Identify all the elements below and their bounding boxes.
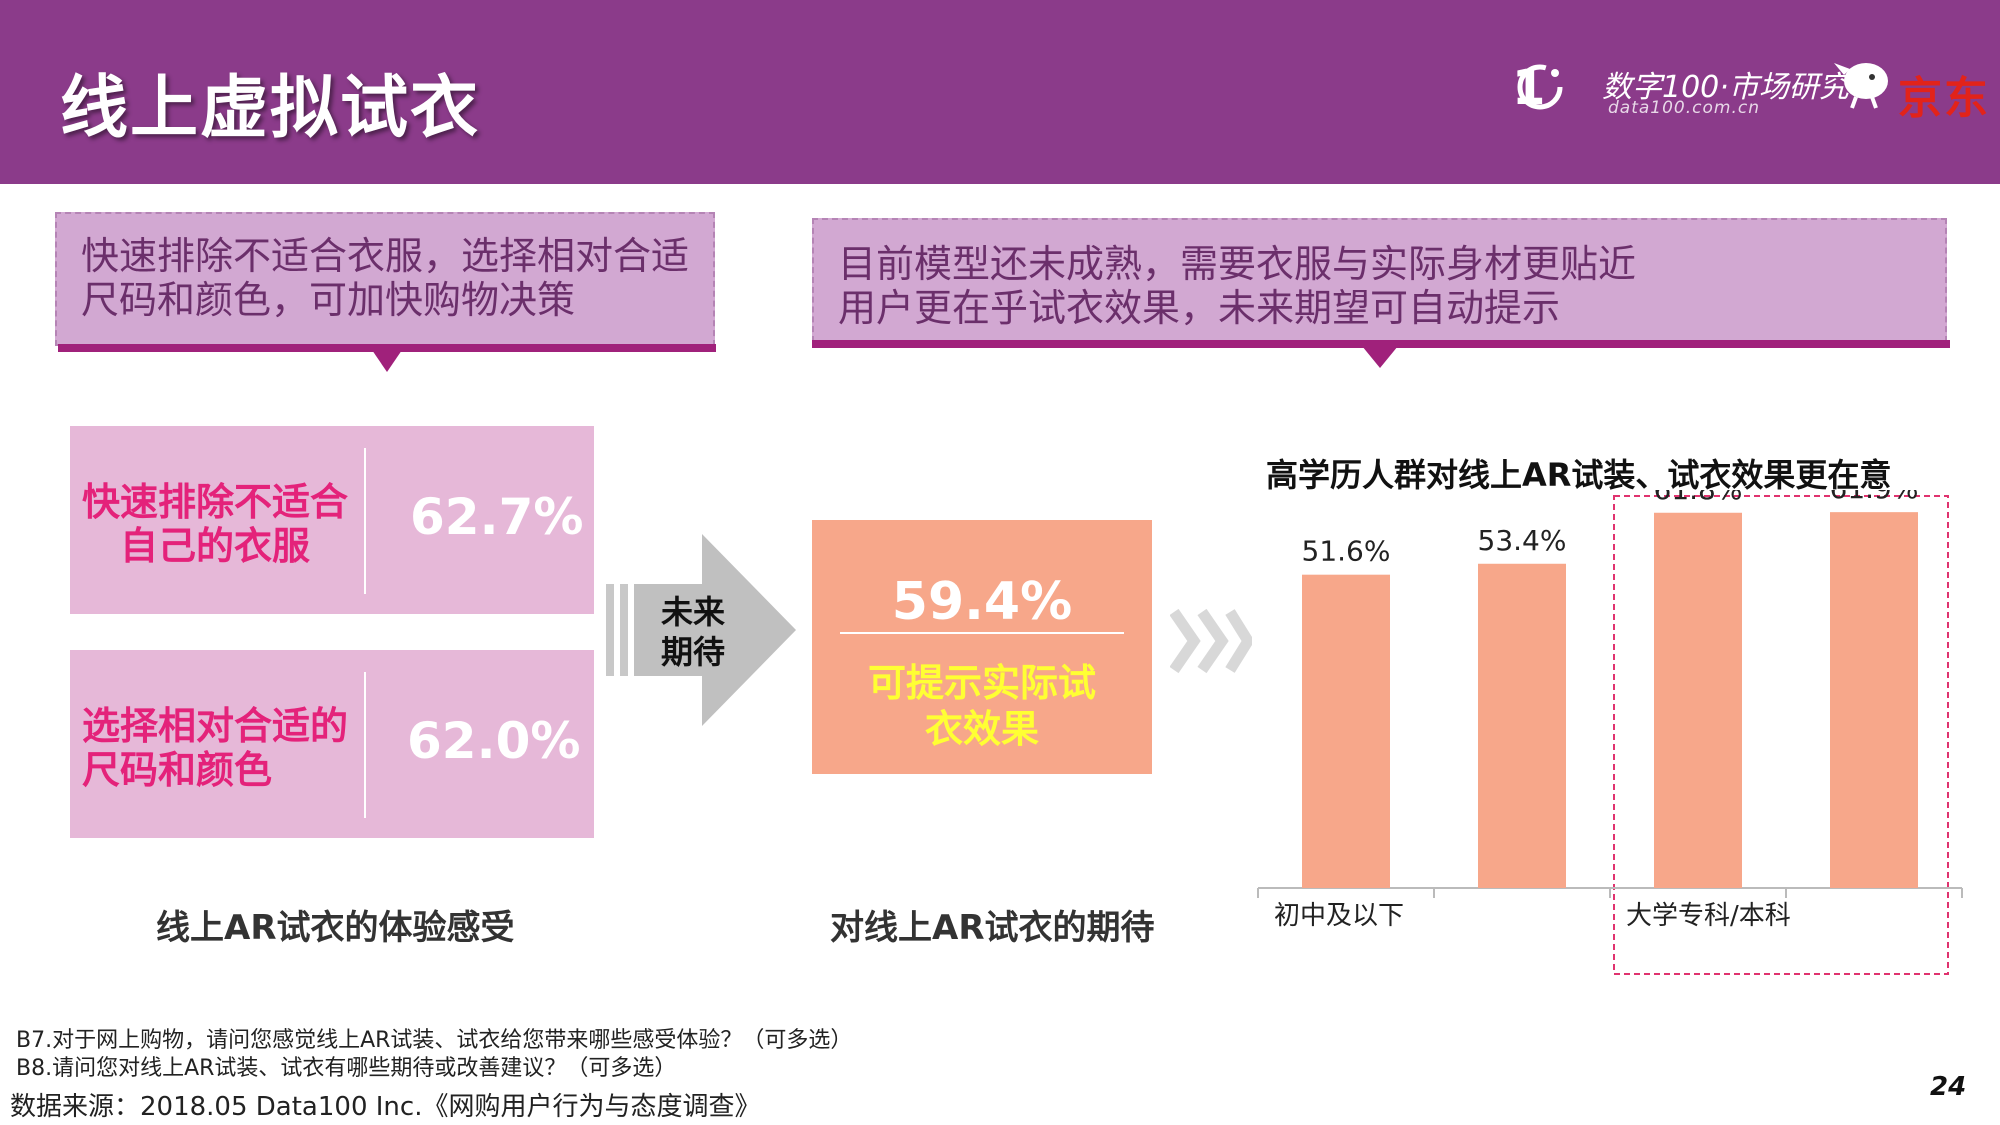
- chart-bar-2: [1478, 563, 1566, 888]
- chevrons-icon: [1170, 608, 1252, 674]
- chart-data-label-1: 51.6%: [1302, 535, 1391, 568]
- callout-right-pointer-icon: [1362, 346, 1398, 368]
- expectation-label: 可提示实际试 衣效果: [812, 660, 1152, 752]
- brand-url: data100.com.cn: [1608, 98, 1760, 118]
- chart-data-label-3: 61.8%: [1654, 490, 1743, 506]
- data100-logo-prefix: 1: [1512, 60, 1546, 116]
- experience-caption: 线上AR试衣的体验感受: [156, 908, 515, 948]
- page-number: 24: [1930, 1072, 1967, 1102]
- callout-right-line2: 用户更在乎试衣效果，未来期望可自动提示: [838, 286, 1561, 330]
- expectation-divider: [840, 632, 1124, 634]
- callout-left-bar: [58, 344, 716, 352]
- jd-logo-text: 京东: [1898, 73, 1990, 124]
- future-arrow-icon: [606, 534, 796, 726]
- bar-chart: 51.6% 初中及以下 53.4% 61.8% 大学专科/本科 61.9%: [1257, 490, 1963, 975]
- expectation-line2: 衣效果: [924, 707, 1039, 751]
- experience-card-2-line2: 尺码和颜色: [82, 748, 273, 792]
- expectation-value: 59.4%: [891, 572, 1073, 632]
- expectation-caption: 对线上AR试衣的期待: [830, 908, 1155, 948]
- experience-card-1-line2: 自己的衣服: [119, 524, 310, 568]
- brand-name: 数字100·市场研究: [1602, 70, 1849, 105]
- callout-right: 目前模型还未成熟，需要衣服与实际身材更贴近 用户更在乎试衣效果，未来期望可自动提…: [812, 218, 1947, 342]
- experience-card-2-divider: [364, 672, 366, 818]
- x-tick-label-1: 初中及以下: [1274, 901, 1404, 931]
- callout-right-line1: 目前模型还未成熟，需要衣服与实际身材更贴近: [838, 242, 1637, 286]
- expectation-card: 59.4% 可提示实际试 衣效果: [812, 520, 1152, 774]
- experience-card-2-value: 62.0%: [407, 712, 581, 770]
- experience-card-2-line1: 选择相对合适的: [81, 704, 348, 748]
- experience-card-1-divider: [364, 448, 366, 594]
- callout-left: 快速排除不适合衣服，选择相对合适 尺码和颜色，可加快购物决策: [55, 212, 715, 346]
- footnote-b8: B8.请问您对线上AR试装、试衣有哪些期待或改善建议？（可多选）: [16, 1056, 677, 1081]
- experience-card-1-label: 快速排除不适合 自己的衣服: [70, 480, 360, 568]
- experience-card-1: 快速排除不适合 自己的衣服 62.7%: [70, 426, 594, 614]
- experience-card-1-value: 62.7%: [410, 488, 584, 546]
- chart-bar-4: [1830, 512, 1918, 888]
- callout-left-pointer-icon: [372, 350, 402, 372]
- chart-data-label-4: 61.9%: [1830, 490, 1919, 505]
- highlight-box: [1613, 495, 1949, 975]
- header-band: [0, 0, 2000, 184]
- chart-bar-3: [1654, 512, 1742, 888]
- callout-left-line2: 尺码和颜色，可加快购物决策: [81, 278, 576, 322]
- chart-bar-1: [1302, 574, 1390, 888]
- jd-mascot-icon: [1834, 63, 1888, 109]
- experience-card-2-label: 选择相对合适的 尺码和颜色: [70, 704, 360, 792]
- future-arrow-label: 未来 期待: [648, 592, 738, 672]
- x-tick-label-3: 大学专科/本科: [1626, 901, 1791, 931]
- data100-logo-icon: [1517, 64, 1563, 110]
- footnote-b7: B7.对于网上购物，请问您感觉线上AR试装、试衣给您带来哪些感受体验？（可多选）: [16, 1028, 853, 1053]
- experience-card-1-line1: 快速排除不适合: [81, 480, 348, 524]
- chart-title: 高学历人群对线上AR试装、试衣效果更在意: [1266, 456, 1892, 494]
- callout-right-bar: [812, 340, 1950, 348]
- callout-left-line1: 快速排除不适合衣服，选择相对合适: [81, 234, 690, 278]
- future-arrow-line1: 未来: [660, 593, 725, 631]
- page-title: 线上虚拟试衣: [60, 69, 481, 148]
- chart-data-label-2: 53.4%: [1478, 524, 1567, 557]
- future-arrow-line2: 期待: [660, 633, 725, 671]
- data-source: 数据来源：2018.05 Data100 Inc.《网购用户行为与态度调查》: [10, 1092, 761, 1122]
- experience-card-2: 选择相对合适的 尺码和颜色 62.0%: [70, 650, 594, 838]
- expectation-line1: 可提示实际试: [867, 661, 1096, 705]
